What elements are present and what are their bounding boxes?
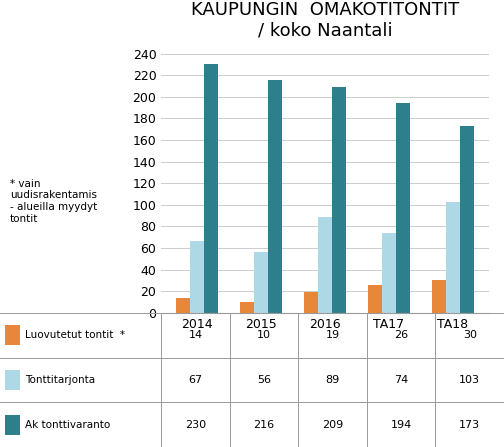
Text: Tonttitarjonta: Tonttitarjonta bbox=[25, 375, 95, 385]
Bar bbox=[396, 103, 410, 313]
Bar bbox=[432, 281, 446, 313]
Bar bbox=[382, 233, 396, 313]
Text: 74: 74 bbox=[394, 375, 408, 385]
Bar bbox=[5, 325, 20, 345]
Text: Luovutetut tontit  *: Luovutetut tontit * bbox=[25, 330, 125, 340]
Bar bbox=[190, 240, 204, 313]
Bar bbox=[446, 202, 460, 313]
Bar bbox=[254, 253, 268, 313]
Bar bbox=[318, 217, 332, 313]
Text: 56: 56 bbox=[257, 375, 271, 385]
Bar bbox=[240, 302, 254, 313]
Text: * vain
uudisrakentamis
- alueilla myydyt
tontit: * vain uudisrakentamis - alueilla myydyt… bbox=[10, 179, 97, 224]
Bar bbox=[176, 298, 190, 313]
Text: 14: 14 bbox=[188, 330, 203, 340]
Bar bbox=[460, 126, 474, 313]
Bar bbox=[204, 64, 218, 313]
Text: 26: 26 bbox=[394, 330, 408, 340]
Bar bbox=[332, 87, 346, 313]
Title: KAUPUNGIN  OMAKOTITONTIT
/ koko Naantali: KAUPUNGIN OMAKOTITONTIT / koko Naantali bbox=[191, 1, 459, 40]
Bar bbox=[268, 80, 282, 313]
Bar bbox=[304, 292, 318, 313]
Bar bbox=[5, 370, 20, 390]
Text: 19: 19 bbox=[326, 330, 340, 340]
Bar bbox=[368, 285, 382, 313]
Text: 10: 10 bbox=[257, 330, 271, 340]
Text: 67: 67 bbox=[188, 375, 203, 385]
Text: 194: 194 bbox=[391, 420, 412, 430]
Text: Ak tonttivaranto: Ak tonttivaranto bbox=[25, 420, 110, 430]
Bar bbox=[5, 415, 20, 434]
Text: 103: 103 bbox=[459, 375, 480, 385]
Text: 30: 30 bbox=[463, 330, 477, 340]
Text: 173: 173 bbox=[459, 420, 480, 430]
Text: 216: 216 bbox=[254, 420, 275, 430]
Text: 230: 230 bbox=[185, 420, 206, 430]
Text: 89: 89 bbox=[326, 375, 340, 385]
Text: 209: 209 bbox=[322, 420, 343, 430]
